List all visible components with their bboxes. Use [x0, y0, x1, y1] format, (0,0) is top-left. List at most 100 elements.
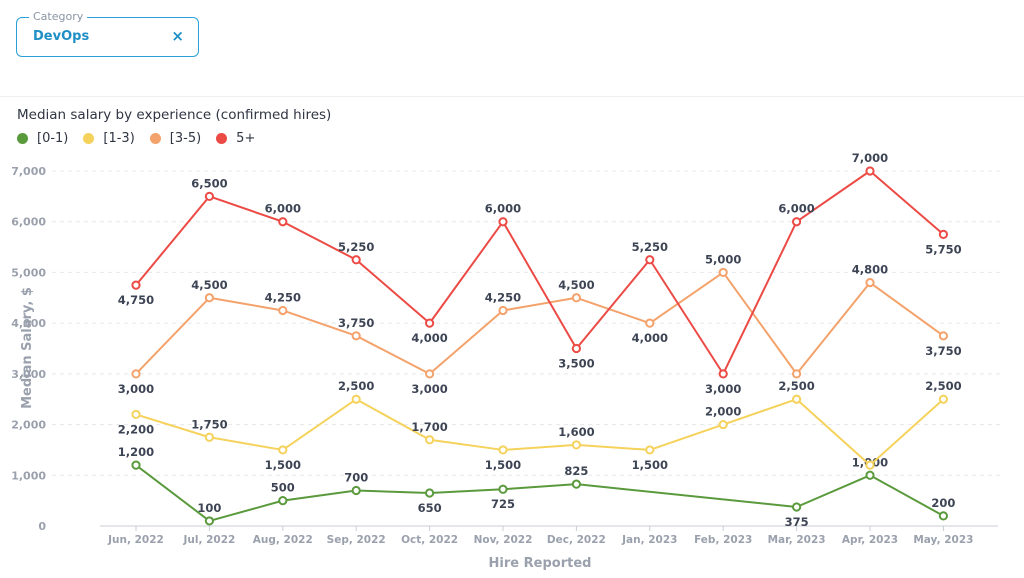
- data-point[interactable]: [351, 331, 361, 341]
- data-label: 825: [564, 464, 588, 478]
- data-label: 7,000: [852, 151, 888, 165]
- data-point[interactable]: [718, 267, 728, 278]
- legend-item[interactable]: [3-5): [149, 131, 202, 146]
- data-label: 4,500: [191, 278, 227, 292]
- legend-item[interactable]: 5+: [216, 131, 255, 146]
- data-label: 4,500: [558, 278, 594, 292]
- data-point[interactable]: [792, 217, 802, 227]
- data-label: 2,500: [925, 379, 961, 393]
- data-point[interactable]: [425, 318, 435, 328]
- legend-marker-icon: [216, 133, 228, 144]
- x-tick-label: Dec, 2022: [547, 534, 606, 546]
- y-tick-label: 1,000: [11, 469, 46, 482]
- data-point[interactable]: [718, 369, 728, 379]
- data-point[interactable]: [498, 217, 508, 227]
- data-point[interactable]: [278, 496, 288, 506]
- x-tick-label: May, 2023: [913, 534, 973, 546]
- data-label: 700: [344, 471, 368, 485]
- x-tick-label: Aug, 2022: [253, 534, 313, 546]
- x-tick-label: Nov, 2022: [474, 534, 533, 546]
- x-tick-label: Feb, 2023: [694, 534, 752, 546]
- data-point[interactable]: [204, 293, 214, 303]
- data-point[interactable]: [278, 217, 288, 227]
- series-line: [135, 398, 945, 467]
- data-point[interactable]: [645, 318, 655, 328]
- data-label: 4,800: [852, 263, 888, 277]
- x-axis-title: Hire Reported: [489, 556, 592, 571]
- data-label: 6,000: [485, 202, 521, 216]
- data-point[interactable]: [131, 460, 141, 470]
- data-point[interactable]: [865, 470, 875, 480]
- data-label: 1,500: [632, 458, 668, 472]
- series-line: [135, 271, 944, 375]
- category-filter-value[interactable]: DevOps: [33, 29, 90, 44]
- x-tick-label: Jun, 2022: [107, 534, 164, 546]
- data-label: 5,250: [632, 240, 668, 254]
- x-tick-label: Apr, 2023: [842, 534, 898, 546]
- data-point[interactable]: [498, 445, 508, 455]
- data-point[interactable]: [938, 511, 949, 521]
- data-point[interactable]: [131, 280, 141, 290]
- y-tick-label: 2,000: [11, 419, 46, 432]
- data-point[interactable]: [498, 305, 508, 316]
- data-point[interactable]: [571, 479, 582, 489]
- legend-item[interactable]: [0-1): [17, 131, 68, 146]
- data-label: 4,250: [265, 290, 301, 304]
- data-label: 3,750: [925, 344, 961, 358]
- data-label: 650: [418, 501, 442, 515]
- data-label: 100: [197, 501, 221, 515]
- y-tick-label: 3,000: [11, 368, 46, 381]
- data-label: 2,200: [118, 422, 154, 436]
- data-point[interactable]: [792, 369, 802, 379]
- data-point[interactable]: [792, 394, 802, 404]
- data-point[interactable]: [278, 445, 288, 455]
- y-tick-label: 4,000: [11, 317, 46, 330]
- data-label: 5,000: [705, 252, 741, 266]
- data-point[interactable]: [718, 419, 728, 430]
- close-icon[interactable]: ×: [171, 27, 184, 45]
- y-axis-title: Median Salary, $: [20, 287, 35, 409]
- data-point[interactable]: [425, 488, 435, 498]
- x-tick-label: Oct, 2022: [401, 534, 458, 546]
- data-point[interactable]: [131, 369, 141, 379]
- data-label: 6,500: [191, 176, 227, 190]
- chart-legend: [0-1) [1-3) [3-5) 5+: [17, 131, 270, 146]
- data-point[interactable]: [792, 502, 802, 512]
- legend-marker-icon: [17, 133, 28, 144]
- category-filter-label: Category: [29, 9, 88, 25]
- data-point[interactable]: [425, 369, 435, 379]
- data-point[interactable]: [204, 191, 214, 201]
- data-point[interactable]: [938, 331, 949, 341]
- data-point[interactable]: [865, 277, 875, 288]
- data-point[interactable]: [204, 432, 214, 442]
- data-point[interactable]: [351, 394, 361, 404]
- data-label: 1,500: [485, 458, 521, 472]
- data-point[interactable]: [425, 435, 435, 445]
- data-point[interactable]: [498, 484, 508, 494]
- data-point[interactable]: [351, 485, 361, 496]
- data-point[interactable]: [571, 440, 582, 450]
- data-point[interactable]: [204, 516, 214, 526]
- legend-marker-icon: [83, 133, 95, 144]
- category-filter[interactable]: Category DevOps ×: [16, 9, 199, 57]
- data-point[interactable]: [131, 409, 141, 420]
- data-point[interactable]: [351, 255, 361, 265]
- data-label: 3,000: [118, 382, 154, 396]
- legend-label: [3-5): [169, 131, 202, 146]
- data-point[interactable]: [938, 229, 949, 239]
- data-label: 1,200: [118, 445, 154, 459]
- data-point[interactable]: [278, 305, 288, 316]
- data-point[interactable]: [645, 255, 655, 265]
- data-point[interactable]: [865, 460, 875, 470]
- data-label: 1,500: [265, 458, 301, 472]
- legend-item[interactable]: [1-3): [83, 131, 135, 146]
- data-point[interactable]: [571, 343, 582, 354]
- data-label: 2,500: [338, 379, 374, 393]
- data-point[interactable]: [938, 394, 949, 404]
- data-point[interactable]: [571, 293, 582, 303]
- data-point[interactable]: [645, 445, 655, 455]
- x-tick-label: Jul, 2022: [182, 534, 235, 546]
- data-point[interactable]: [865, 166, 875, 176]
- data-label: 4,000: [411, 331, 447, 345]
- data-label: 3,000: [411, 382, 447, 396]
